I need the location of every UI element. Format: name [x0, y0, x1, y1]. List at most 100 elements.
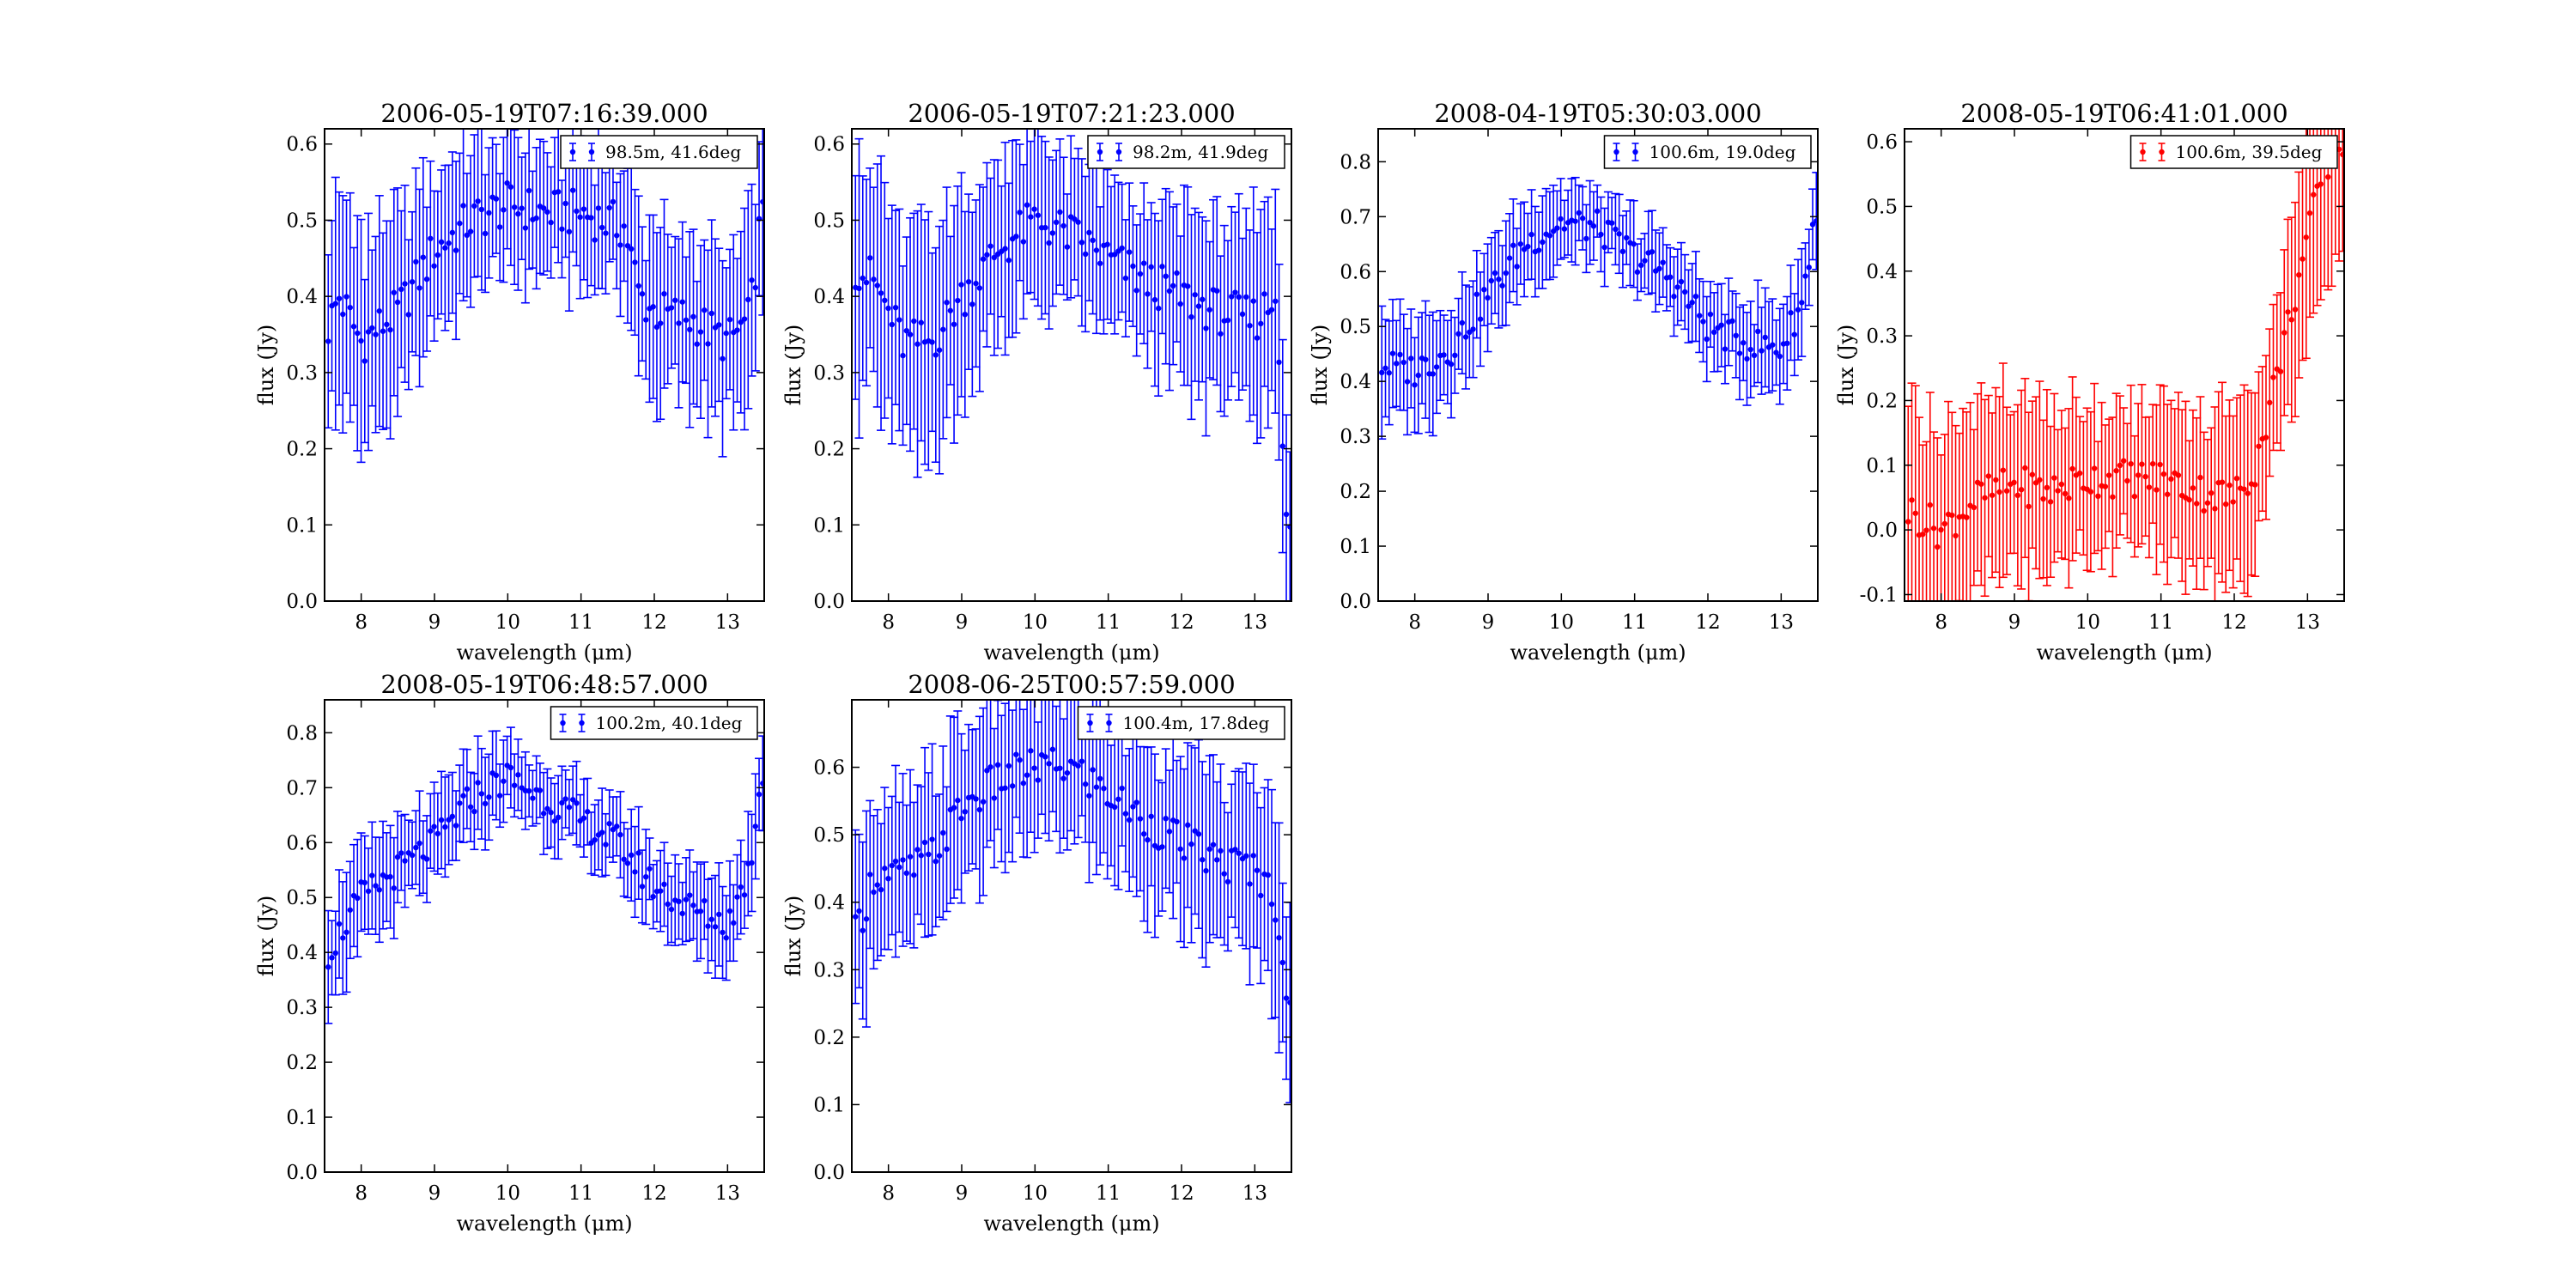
data-point: [355, 330, 361, 337]
data-point: [1119, 785, 1125, 792]
data-point: [716, 322, 722, 328]
data-point: [635, 283, 641, 289]
data-point: [1229, 294, 1235, 300]
legend-marker-icon: [1613, 149, 1619, 155]
data-point: [1473, 291, 1480, 297]
data-point: [944, 846, 950, 853]
data-point: [629, 852, 635, 859]
x-axis-label: wavelength (μm): [1510, 641, 1686, 665]
x-tick-label: 8: [882, 611, 895, 634]
y-axis-label: flux (Jy): [1308, 325, 1332, 406]
y-tick-label: 0.4: [286, 942, 318, 964]
data-point: [926, 851, 932, 858]
legend-marker-icon: [1632, 149, 1638, 155]
data-point: [526, 187, 532, 194]
data-point: [1046, 240, 1052, 246]
data-point: [1064, 769, 1071, 776]
data-point: [738, 884, 744, 890]
legend-marker-icon: [2140, 149, 2146, 155]
data-point: [1799, 300, 1805, 306]
data-point: [650, 304, 656, 310]
data-point: [1060, 775, 1066, 781]
data-point: [1634, 269, 1641, 276]
data-point: [2230, 499, 2236, 505]
data-point: [621, 223, 627, 229]
data-point: [2003, 488, 2010, 494]
x-tick-label: 10: [1023, 1182, 1048, 1205]
data-point: [635, 850, 641, 856]
data-point: [1525, 243, 1531, 250]
data-point: [2087, 489, 2094, 495]
data-point: [1993, 477, 1999, 483]
data-point: [1704, 336, 1710, 343]
data-point: [1049, 230, 1056, 236]
data-point: [2267, 399, 2273, 406]
data-point: [1770, 342, 1776, 348]
x-tick-label: 13: [1769, 611, 1794, 634]
data-point: [1042, 754, 1048, 760]
y-tick-label: 0.6: [286, 134, 318, 156]
data-point: [610, 826, 617, 833]
data-point: [1492, 270, 1498, 276]
data-point: [1613, 226, 1619, 233]
data-point: [325, 964, 331, 970]
data-point: [617, 831, 623, 838]
data-point: [1671, 294, 1677, 300]
legend-box: [550, 706, 758, 740]
y-tick-label: 0.4: [1340, 371, 1371, 393]
data-point: [2135, 472, 2142, 478]
data-point: [530, 795, 536, 801]
data-point: [1394, 361, 1400, 367]
data-point: [1642, 258, 1648, 264]
data-point: [731, 920, 737, 927]
data-point: [1148, 813, 1154, 819]
data-point: [720, 929, 726, 936]
data-point: [856, 285, 862, 292]
chart-title: 2006-05-19T07:21:23.000: [908, 99, 1235, 128]
legend-box: [1087, 135, 1285, 169]
data-point: [1583, 235, 1589, 242]
data-point: [1130, 804, 1136, 810]
data-point: [1082, 251, 1089, 258]
data-point: [973, 796, 979, 802]
data-point: [340, 311, 346, 318]
data-point: [1024, 772, 1030, 778]
data-point: [1042, 224, 1048, 231]
x-tick-label: 11: [1622, 611, 1647, 634]
data-point: [2197, 474, 2203, 481]
data-point: [1254, 335, 1261, 341]
legend-box: [2129, 135, 2338, 169]
data-point: [726, 908, 733, 914]
data-point: [749, 860, 755, 866]
data-point: [1035, 777, 1042, 783]
data-point: [1590, 223, 1597, 229]
data-point: [540, 811, 547, 817]
data-point: [347, 304, 353, 311]
data-point: [2149, 460, 2156, 467]
y-tick-label: 0.1: [813, 514, 845, 537]
data-point: [955, 297, 961, 304]
data-point: [687, 326, 693, 333]
x-tick-label: 10: [2075, 611, 2100, 634]
data-point: [496, 224, 503, 230]
data-point: [1978, 481, 1984, 487]
data-point: [1250, 853, 1256, 859]
data-point: [471, 808, 477, 815]
data-point: [687, 892, 693, 898]
data-point: [907, 854, 914, 860]
data-point: [1601, 244, 1607, 251]
data-point: [1514, 264, 1520, 270]
data-point: [1078, 240, 1085, 246]
legend-label: 98.2m, 41.9deg: [1133, 142, 1268, 162]
data-point: [460, 203, 466, 209]
data-point: [1195, 303, 1202, 309]
data-point: [1265, 872, 1271, 878]
data-point: [467, 228, 474, 234]
data-point: [955, 797, 961, 804]
data-point: [2120, 458, 2127, 464]
data-point: [1452, 352, 1458, 359]
data-point: [749, 277, 755, 283]
data-point: [1279, 959, 1285, 966]
data-point: [1046, 761, 1052, 767]
data-point: [639, 291, 646, 297]
